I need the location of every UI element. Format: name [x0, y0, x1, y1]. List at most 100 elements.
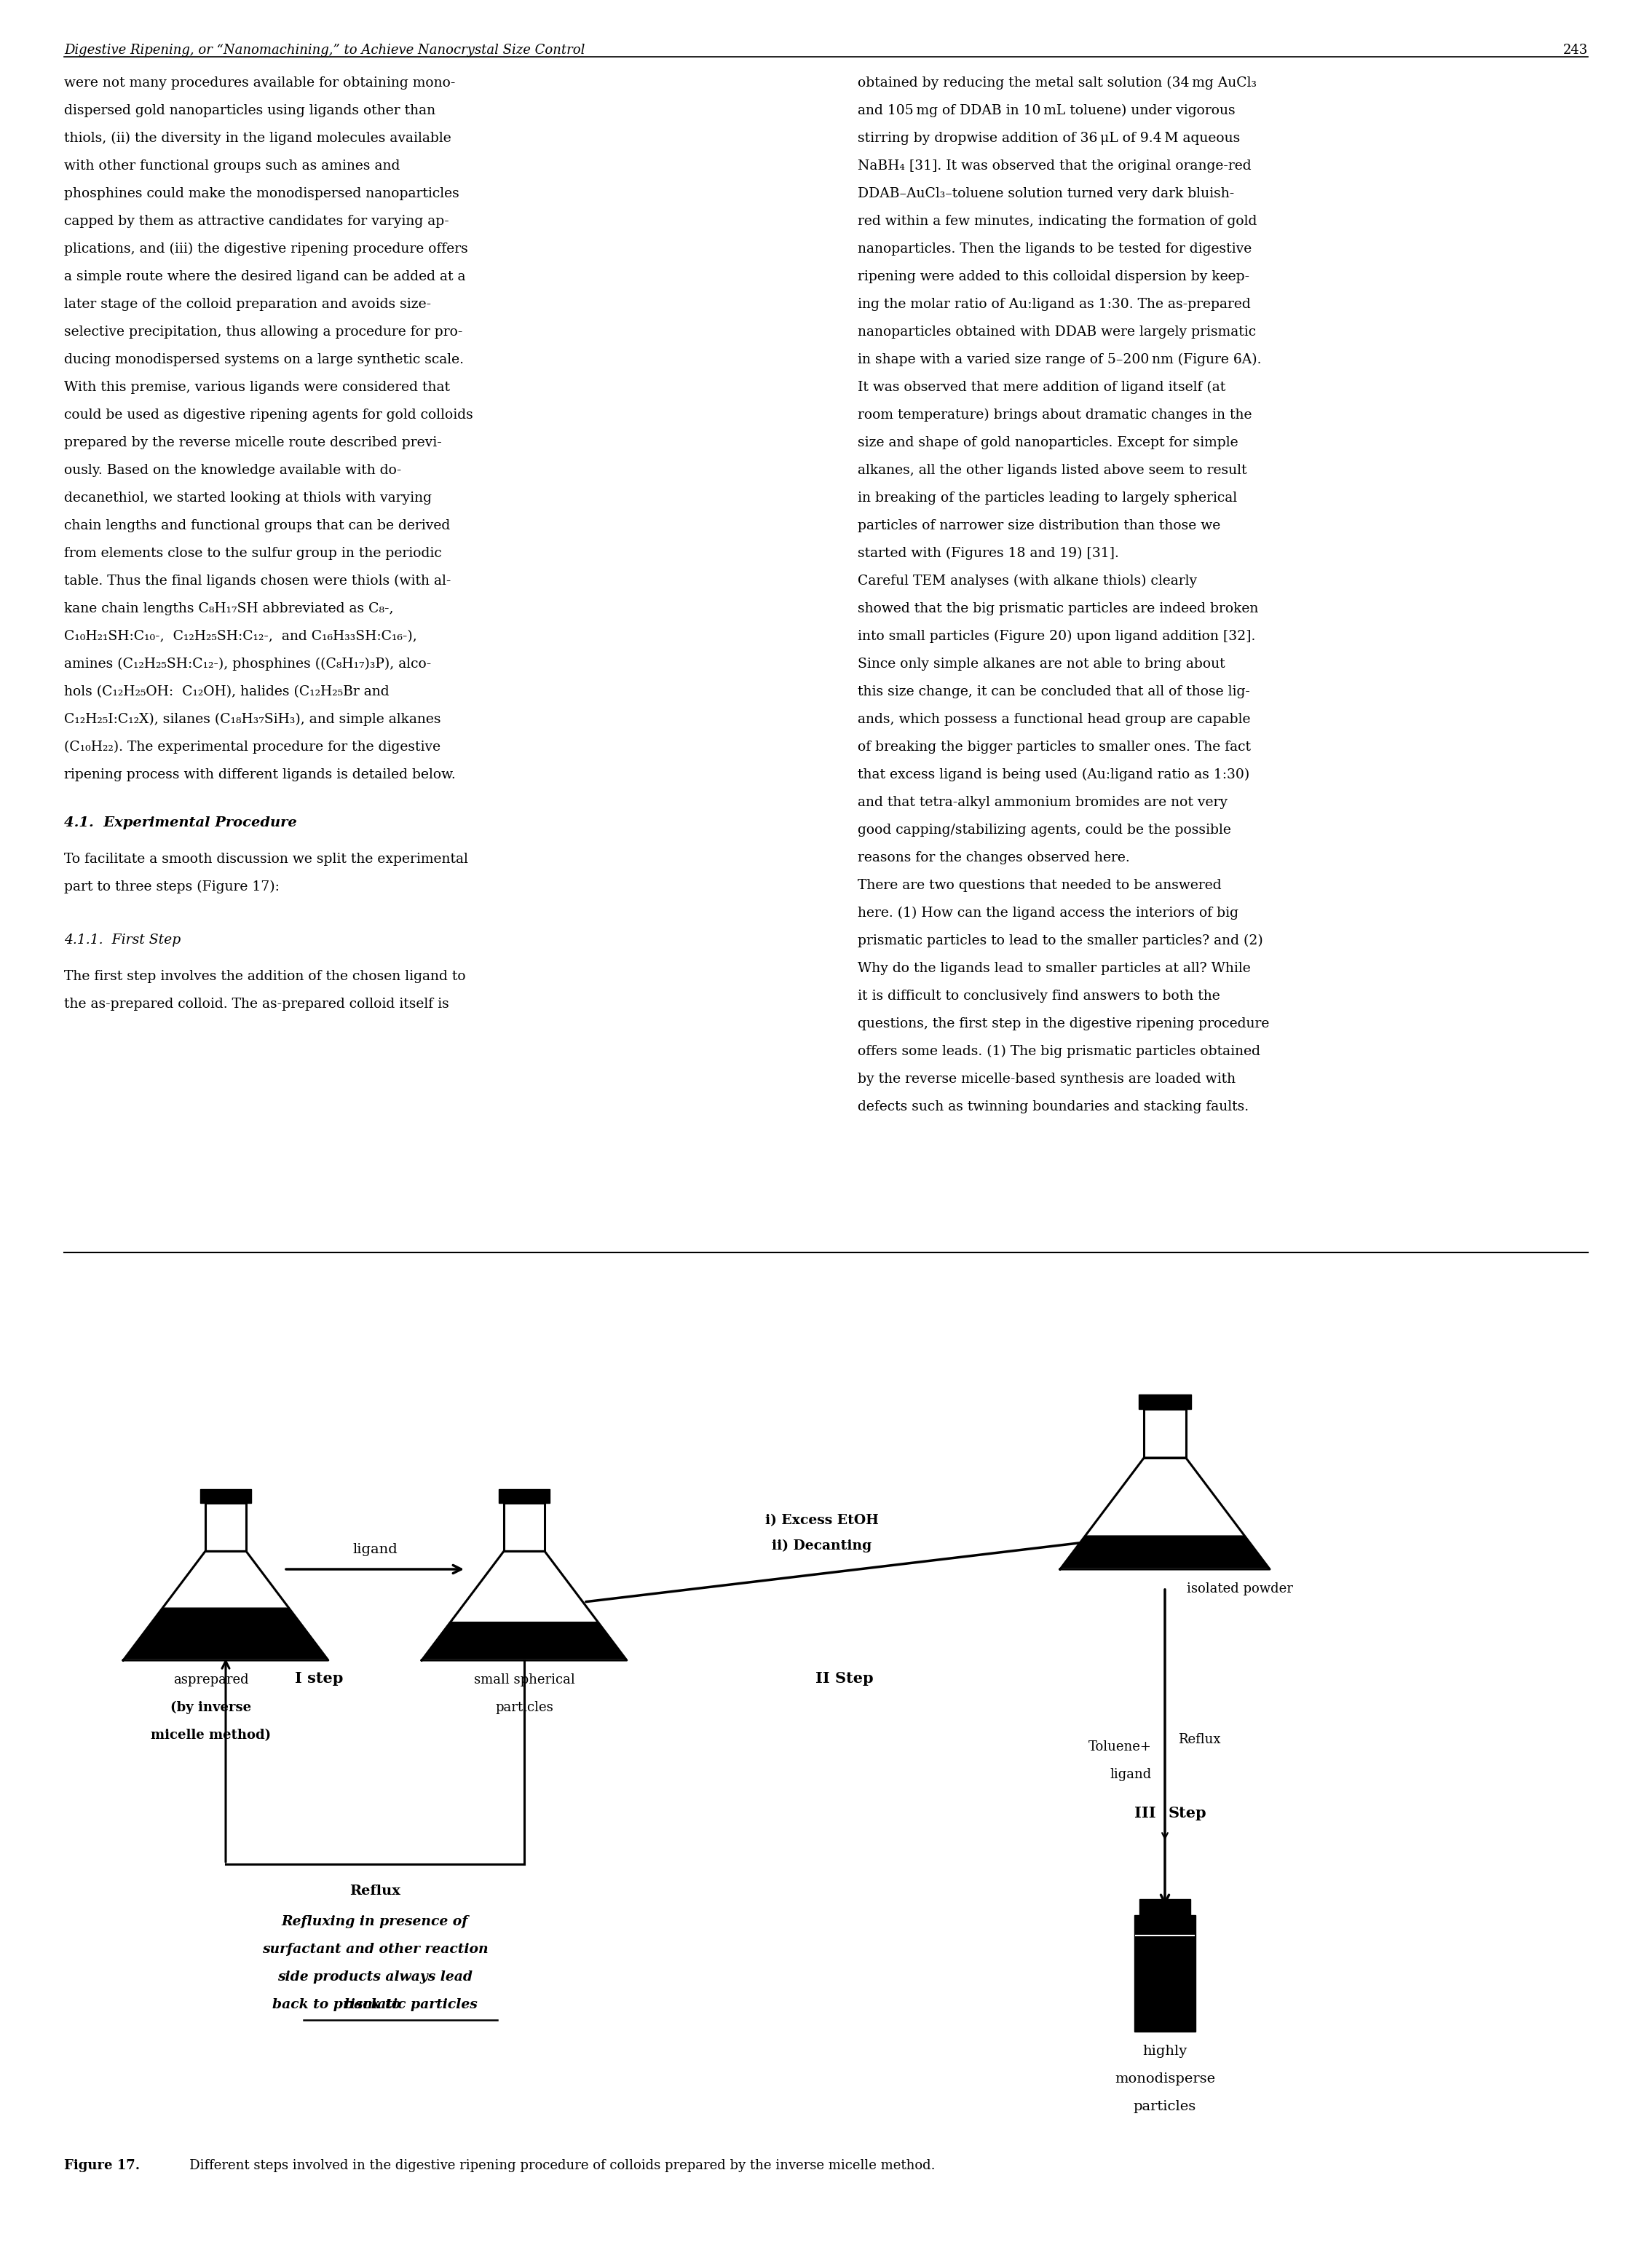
Text: III: III [1135, 1807, 1156, 1820]
Text: There are two questions that needed to be answered: There are two questions that needed to b… [857, 879, 1221, 892]
Text: back to: back to [345, 1998, 405, 2012]
Polygon shape [504, 1503, 545, 1552]
Text: decanethiol, we started looking at thiols with varying: decanethiol, we started looking at thiol… [64, 491, 431, 505]
Text: To facilitate a smooth discussion we split the experimental: To facilitate a smooth discussion we spl… [64, 852, 468, 865]
Text: micelle method): micelle method) [150, 1728, 271, 1742]
Text: table. Thus the final ligands chosen were thiols (with al-: table. Thus the final ligands chosen wer… [64, 575, 451, 588]
Text: monodisperse: monodisperse [1115, 2073, 1216, 2086]
Polygon shape [1140, 1899, 1191, 1915]
Text: obtained by reducing the metal salt solution (34 mg AuCl₃: obtained by reducing the metal salt solu… [857, 77, 1257, 90]
Text: chain lengths and functional groups that can be derived: chain lengths and functional groups that… [64, 518, 449, 532]
Text: side products always lead: side products always lead [278, 1971, 472, 1983]
Text: Toluene+: Toluene+ [1089, 1739, 1151, 1753]
Text: from elements close to the sulfur group in the periodic: from elements close to the sulfur group … [64, 547, 441, 561]
Text: stirring by dropwise addition of 36 μL of 9.4 M aqueous: stirring by dropwise addition of 36 μL o… [857, 133, 1241, 144]
Text: Different steps involved in the digestive ripening procedure of colloids prepare: Different steps involved in the digestiv… [177, 2158, 935, 2172]
Text: asprepared: asprepared [173, 1674, 249, 1687]
Text: Reflux: Reflux [350, 1884, 400, 1897]
Text: particles of narrower size distribution than those we: particles of narrower size distribution … [857, 518, 1221, 532]
Text: particles: particles [1133, 2100, 1196, 2113]
Text: Step: Step [1168, 1807, 1208, 1820]
Text: in breaking of the particles leading to largely spherical: in breaking of the particles leading to … [857, 491, 1237, 505]
Text: size and shape of gold nanoparticles. Except for simple: size and shape of gold nanoparticles. Ex… [857, 437, 1239, 448]
Text: ing the molar ratio of Au:ligand as 1:30. The as-prepared: ing the molar ratio of Au:ligand as 1:30… [857, 297, 1251, 311]
Text: started with (Figures 18 and 19) [31].: started with (Figures 18 and 19) [31]. [857, 547, 1118, 561]
Polygon shape [499, 1489, 550, 1503]
Text: isolated powder: isolated powder [1186, 1582, 1294, 1595]
Text: C₁₂H₂₅I:C₁₂X), silanes (C₁₈H₃₇SiH₃), and simple alkanes: C₁₂H₂₅I:C₁₂X), silanes (C₁₈H₃₇SiH₃), and… [64, 712, 441, 725]
Text: C₁₀H₂₁SH:C₁₀-,  C₁₂H₂₅SH:C₁₂-,  and C₁₆H₃₃SH:C₁₆-),: C₁₀H₂₁SH:C₁₀-, C₁₂H₂₅SH:C₁₂-, and C₁₆H₃₃… [64, 631, 416, 642]
Text: and that tetra-alkyl ammonium bromides are not very: and that tetra-alkyl ammonium bromides a… [857, 795, 1227, 809]
Text: questions, the first step in the digestive ripening procedure: questions, the first step in the digesti… [857, 1018, 1269, 1030]
Text: kane chain lengths C₈H₁₇SH abbreviated as C₈-,: kane chain lengths C₈H₁₇SH abbreviated a… [64, 602, 393, 615]
Text: defects such as twinning boundaries and stacking faults.: defects such as twinning boundaries and … [857, 1099, 1249, 1113]
Text: a simple route where the desired ligand can be added at a: a simple route where the desired ligand … [64, 270, 466, 284]
Text: Careful TEM analyses (with alkane thiols) clearly: Careful TEM analyses (with alkane thiols… [857, 575, 1198, 588]
Polygon shape [1143, 1408, 1186, 1458]
Text: were not many procedures available for obtaining mono-: were not many procedures available for o… [64, 77, 456, 90]
Text: With this premise, various ligands were considered that: With this premise, various ligands were … [64, 381, 449, 394]
Text: ously. Based on the knowledge available with do-: ously. Based on the knowledge available … [64, 464, 401, 478]
Text: hols (C₁₂H₂₅OH:  C₁₂OH), halides (C₁₂H₂₅Br and: hols (C₁₂H₂₅OH: C₁₂OH), halides (C₁₂H₂₅B… [64, 685, 390, 698]
Text: showed that the big prismatic particles are indeed broken: showed that the big prismatic particles … [857, 602, 1259, 615]
Text: capped by them as attractive candidates for varying ap-: capped by them as attractive candidates … [64, 214, 449, 228]
Text: ands, which possess a functional head group are capable: ands, which possess a functional head gr… [857, 712, 1251, 725]
Text: It was observed that mere addition of ligand itself (at: It was observed that mere addition of li… [857, 381, 1226, 394]
Text: ripening process with different ligands is detailed below.: ripening process with different ligands … [64, 768, 456, 782]
Text: 4.1.  Experimental Procedure: 4.1. Experimental Procedure [64, 816, 297, 829]
Text: alkanes, all the other ligands listed above seem to result: alkanes, all the other ligands listed ab… [857, 464, 1247, 478]
Polygon shape [423, 1622, 624, 1658]
Text: (by inverse: (by inverse [170, 1701, 251, 1715]
Text: ligand: ligand [352, 1543, 398, 1557]
Text: selective precipitation, thus allowing a procedure for pro-: selective precipitation, thus allowing a… [64, 324, 463, 338]
Text: here. (1) How can the ligand access the interiors of big: here. (1) How can the ligand access the … [857, 906, 1239, 919]
Polygon shape [1135, 1915, 1196, 2032]
Text: with other functional groups such as amines and: with other functional groups such as ami… [64, 160, 400, 173]
Text: in shape with a varied size range of 5–200 nm (Figure 6A).: in shape with a varied size range of 5–2… [857, 354, 1262, 367]
Text: ligand: ligand [1110, 1769, 1151, 1782]
Text: II Step: II Step [816, 1672, 874, 1685]
Text: highly: highly [1143, 2046, 1188, 2057]
Text: Figure 17.: Figure 17. [64, 2158, 140, 2172]
Text: red within a few minutes, indicating the formation of gold: red within a few minutes, indicating the… [857, 214, 1257, 228]
Text: 243: 243 [1563, 43, 1588, 56]
Text: room temperature) brings about dramatic changes in the: room temperature) brings about dramatic … [857, 408, 1252, 421]
Text: good capping/stabilizing agents, could be the possible: good capping/stabilizing agents, could b… [857, 825, 1231, 836]
Text: Refluxing in presence of: Refluxing in presence of [281, 1915, 468, 1929]
Text: and 105 mg of DDAB in 10 mL toluene) under vigorous: and 105 mg of DDAB in 10 mL toluene) und… [857, 104, 1236, 117]
Text: Digestive Ripening, or “Nanomachining,” to Achieve Nanocrystal Size Control: Digestive Ripening, or “Nanomachining,” … [64, 43, 585, 56]
Text: i) Excess EtOH: i) Excess EtOH [765, 1514, 879, 1528]
Text: it is difficult to conclusively find answers to both the: it is difficult to conclusively find ans… [857, 989, 1221, 1003]
Text: prismatic particles to lead to the smaller particles? and (2): prismatic particles to lead to the small… [857, 935, 1264, 949]
Text: the as-prepared colloid. The as-prepared colloid itself is: the as-prepared colloid. The as-prepared… [64, 998, 449, 1012]
Text: surfactant and other reaction: surfactant and other reaction [263, 1942, 487, 1956]
Text: by the reverse micelle-based synthesis are loaded with: by the reverse micelle-based synthesis a… [857, 1072, 1236, 1086]
Text: I step: I step [294, 1672, 344, 1685]
Text: Why do the ligands lead to smaller particles at all? While: Why do the ligands lead to smaller parti… [857, 962, 1251, 976]
Polygon shape [200, 1489, 251, 1503]
Polygon shape [1138, 1395, 1191, 1408]
Text: DDAB–AuCl₃–toluene solution turned very dark bluish-: DDAB–AuCl₃–toluene solution turned very … [857, 187, 1234, 201]
Polygon shape [1062, 1537, 1269, 1568]
Text: NaBH₄ [31]. It was observed that the original orange-red: NaBH₄ [31]. It was observed that the ori… [857, 160, 1251, 173]
Text: nanoparticles. Then the ligands to be tested for digestive: nanoparticles. Then the ligands to be te… [857, 243, 1252, 255]
Polygon shape [205, 1503, 246, 1552]
Text: later stage of the colloid preparation and avoids size-: later stage of the colloid preparation a… [64, 297, 431, 311]
Text: plications, and (iii) the digestive ripening procedure offers: plications, and (iii) the digestive ripe… [64, 243, 468, 257]
Text: part to three steps (Figure 17):: part to three steps (Figure 17): [64, 881, 279, 894]
Polygon shape [421, 1552, 626, 1660]
Text: back to prismatic particles: back to prismatic particles [273, 1998, 477, 2012]
Polygon shape [124, 1609, 327, 1658]
Text: offers some leads. (1) The big prismatic particles obtained: offers some leads. (1) The big prismatic… [857, 1045, 1260, 1059]
Text: into small particles (Figure 20) upon ligand addition [32].: into small particles (Figure 20) upon li… [857, 631, 1256, 642]
Text: Reflux: Reflux [1178, 1733, 1221, 1746]
Text: The first step involves the addition of the chosen ligand to: The first step involves the addition of … [64, 971, 466, 982]
Text: 4.1.1.  First Step: 4.1.1. First Step [64, 933, 180, 946]
Polygon shape [124, 1552, 329, 1660]
Text: of breaking the bigger particles to smaller ones. The fact: of breaking the bigger particles to smal… [857, 741, 1251, 755]
Text: amines (C₁₂H₂₅SH:C₁₂-), phosphines ((C₈H₁₇)₃P), alco-: amines (C₁₂H₂₅SH:C₁₂-), phosphines ((C₈H… [64, 658, 431, 671]
Text: this size change, it can be concluded that all of those lig-: this size change, it can be concluded th… [857, 685, 1251, 698]
Text: dispersed gold nanoparticles using ligands other than: dispersed gold nanoparticles using ligan… [64, 104, 436, 117]
Text: Since only simple alkanes are not able to bring about: Since only simple alkanes are not able t… [857, 658, 1226, 671]
Text: ripening were added to this colloidal dispersion by keep-: ripening were added to this colloidal di… [857, 270, 1249, 284]
